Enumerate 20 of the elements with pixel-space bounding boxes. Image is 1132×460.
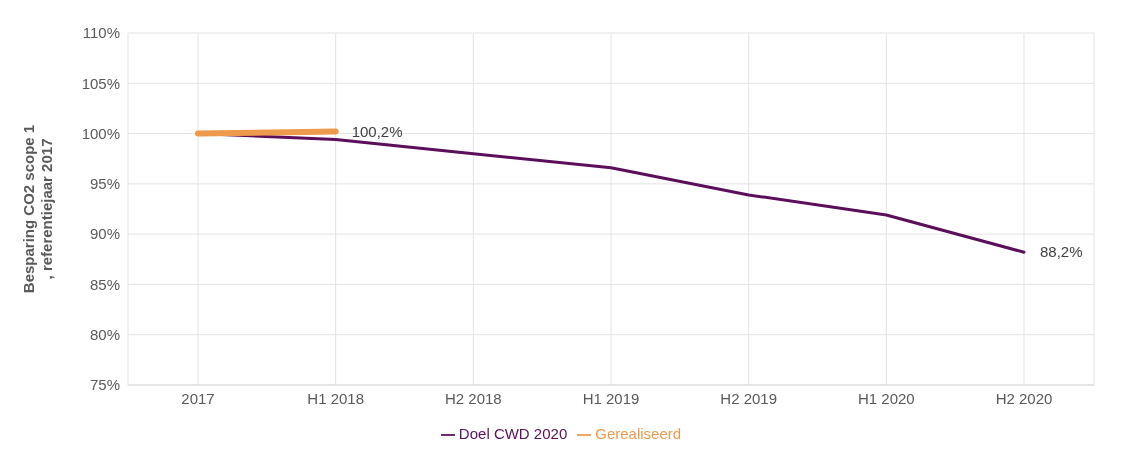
data-label: 88,2% bbox=[1040, 243, 1083, 261]
y-tick-label: 95% bbox=[89, 175, 120, 193]
y-tick-label: 100% bbox=[81, 124, 120, 142]
y-tick-label: 105% bbox=[81, 74, 120, 92]
x-tick-label: 2017 bbox=[181, 389, 215, 407]
data-label: 100,2% bbox=[351, 122, 403, 140]
y-tick-label: 90% bbox=[89, 225, 120, 243]
legend-label: Doel CWD 2020 bbox=[458, 424, 568, 442]
y-tick-label: 110% bbox=[82, 24, 120, 42]
y-tick-label: 80% bbox=[89, 326, 120, 344]
y-tick-label: 85% bbox=[89, 275, 120, 293]
legend-label: Gerealiseerd bbox=[595, 424, 682, 442]
x-tick-label: H1 2019 bbox=[582, 389, 640, 407]
x-tick-label: H2 2020 bbox=[995, 389, 1053, 407]
y-tick-label: 75% bbox=[89, 376, 120, 394]
x-tick-label: H2 2018 bbox=[444, 389, 502, 407]
x-tick-label: H1 2018 bbox=[307, 389, 365, 407]
x-tick-label: H1 2020 bbox=[857, 389, 915, 407]
x-tick-label: H2 2019 bbox=[720, 389, 778, 407]
y-axis-title: Besparing CO2 scope 1 , referentiejaar 2017 bbox=[20, 124, 55, 294]
